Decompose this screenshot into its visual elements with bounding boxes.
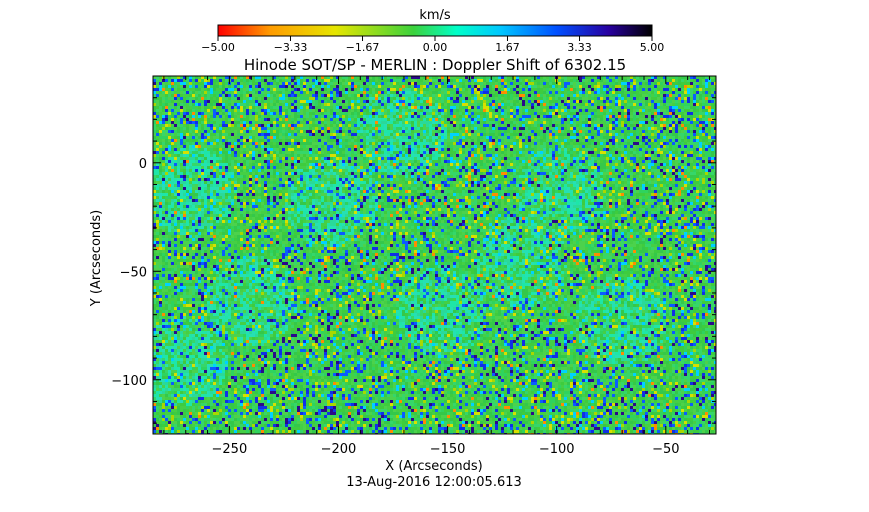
y-tick-label: −50 <box>120 265 147 280</box>
x-axis-label: X (Arcseconds) <box>385 459 482 474</box>
heatmap-cells <box>153 76 717 436</box>
colorbar-tick-label: −3.33 <box>274 41 308 54</box>
x-tick-label: −100 <box>539 442 575 457</box>
timestamp: 13-Aug-2016 12:00:05.613 <box>346 475 522 490</box>
colorbar-tick-label: −1.67 <box>346 41 380 54</box>
x-tick-label: −200 <box>321 442 357 457</box>
x-tick-label: −50 <box>652 442 679 457</box>
colorbar-tick-label: −5.00 <box>201 41 235 54</box>
colorbar-label: km/s <box>419 8 451 23</box>
y-tick-label: −100 <box>111 374 147 389</box>
y-tick-label: 0 <box>139 157 147 172</box>
colorbar-tick-label: 1.67 <box>495 41 520 54</box>
colorbar-tick-label: 5.00 <box>640 41 665 54</box>
y-axis-label: Y (Arcseconds) <box>89 210 104 307</box>
colorbar <box>218 25 652 36</box>
chart-title: Hinode SOT/SP - MERLIN : Doppler Shift o… <box>244 56 626 74</box>
colorbar-ticks: −5.00 −3.33 −1.67 0.00 1.67 3.33 5.00 <box>201 36 664 54</box>
colorbar-tick-label: 3.33 <box>567 41 592 54</box>
heatmap-plot <box>153 76 717 436</box>
x-tick-label: −250 <box>212 442 248 457</box>
x-tick-label: −150 <box>430 442 466 457</box>
colorbar-tick-label: 0.00 <box>423 41 448 54</box>
